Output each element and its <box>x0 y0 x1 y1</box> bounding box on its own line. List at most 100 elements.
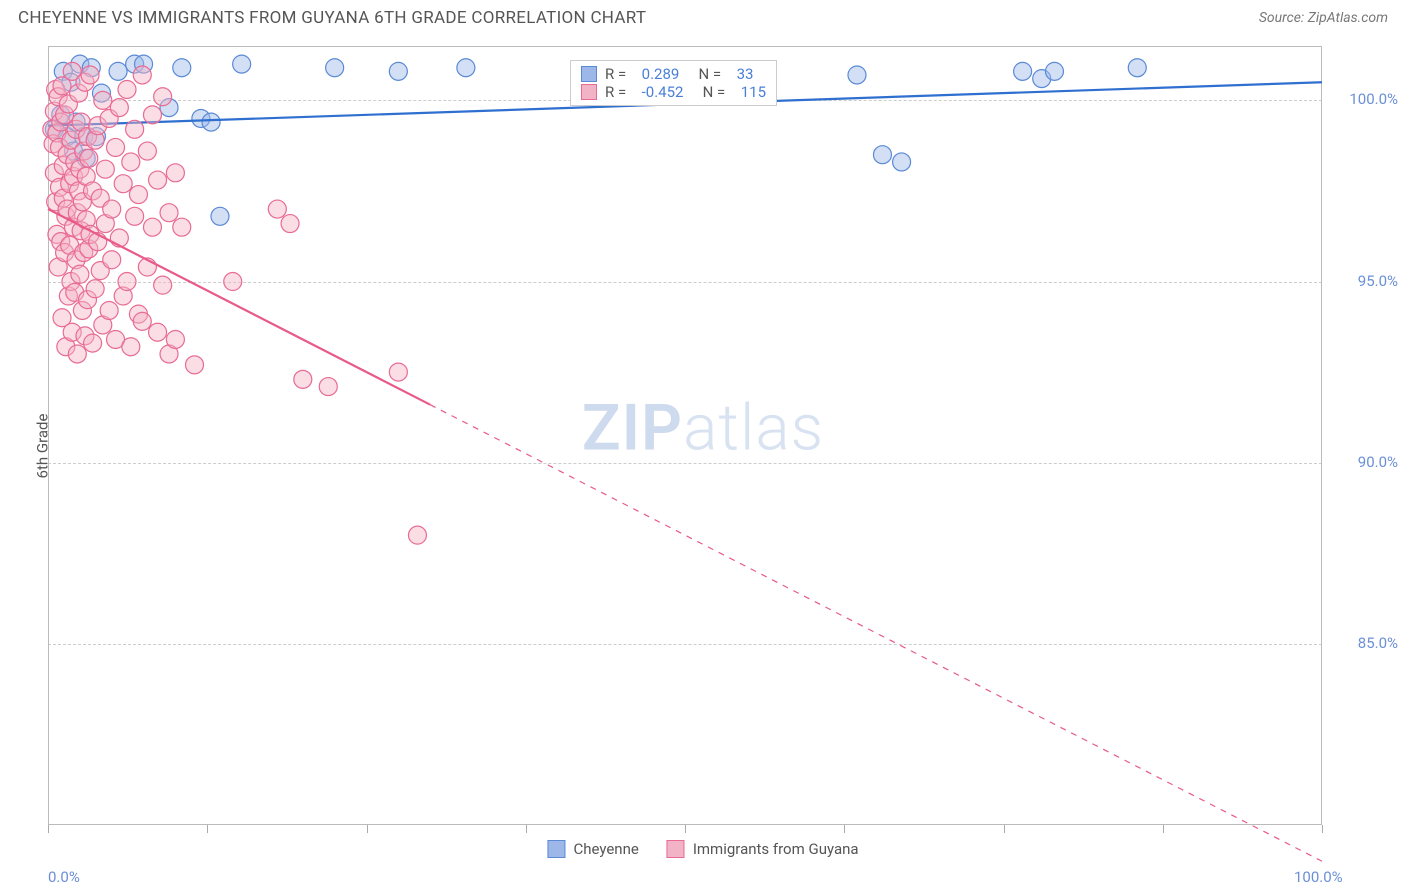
r-label: R = <box>605 83 626 101</box>
data-point <box>294 370 312 388</box>
legend: Cheyenne Immigrants from Guyana <box>547 840 858 858</box>
data-point <box>143 218 161 236</box>
y-axis-label: 6th Grade <box>33 414 51 479</box>
data-point <box>166 164 184 182</box>
data-point <box>457 59 475 77</box>
legend-swatch <box>547 840 565 858</box>
data-point <box>100 301 118 319</box>
x-tick-label: 0.0% <box>48 868 80 886</box>
data-point <box>154 276 172 294</box>
data-point <box>1014 62 1032 80</box>
data-point <box>1128 59 1146 77</box>
x-tick <box>48 825 49 833</box>
data-point <box>138 142 156 160</box>
x-tick <box>844 825 845 833</box>
y-tick-label: 95.0% <box>1358 272 1398 290</box>
n-value: 115 <box>733 83 766 101</box>
y-tick-label: 85.0% <box>1358 634 1398 652</box>
correlation-stats-box: R = 0.289 N = 33R = -0.452 N = 115 <box>570 60 777 106</box>
r-label: R = <box>605 65 626 83</box>
source-name: ZipAtlas.com <box>1308 10 1388 26</box>
data-point <box>166 330 184 348</box>
data-point <box>873 146 891 164</box>
data-point <box>326 59 344 77</box>
data-point <box>126 120 144 138</box>
data-point <box>68 345 86 363</box>
data-point <box>129 186 147 204</box>
n-label: N = <box>687 65 721 83</box>
x-tick <box>1322 825 1323 833</box>
data-point <box>71 265 89 283</box>
x-tick <box>685 825 686 833</box>
x-tick <box>526 825 527 833</box>
data-point <box>149 323 167 341</box>
source-attribution: Source: ZipAtlas.com <box>1259 10 1388 26</box>
data-point <box>389 363 407 381</box>
data-point <box>84 334 102 352</box>
n-label: N = <box>691 83 725 101</box>
legend-label: Cheyenne <box>573 840 638 858</box>
x-tick <box>1004 825 1005 833</box>
data-point <box>110 99 128 117</box>
data-point <box>114 175 132 193</box>
n-value: 33 <box>729 65 753 83</box>
data-point <box>118 80 136 98</box>
data-point <box>211 207 229 225</box>
series-swatch <box>581 84 597 100</box>
data-point <box>224 273 242 291</box>
data-point <box>233 55 251 73</box>
data-point <box>848 66 866 84</box>
legend-label: Immigrants from Guyana <box>693 840 859 858</box>
data-point <box>107 138 125 156</box>
r-value: 0.289 <box>634 65 679 83</box>
y-tick-label: 90.0% <box>1358 453 1398 471</box>
legend-item: Immigrants from Guyana <box>667 840 859 858</box>
data-point <box>160 204 178 222</box>
data-point <box>149 171 167 189</box>
data-point <box>281 215 299 233</box>
series-swatch <box>581 66 597 82</box>
data-point <box>893 153 911 171</box>
data-point <box>186 356 204 374</box>
data-point <box>173 59 191 77</box>
scatter-plot <box>48 46 1322 825</box>
data-point <box>122 153 140 171</box>
data-point <box>109 62 127 80</box>
data-point <box>110 229 128 247</box>
data-point <box>1045 62 1063 80</box>
x-tick <box>1163 825 1164 833</box>
r-value: -0.452 <box>634 83 683 101</box>
data-point <box>122 338 140 356</box>
x-tick <box>207 825 208 833</box>
data-point <box>94 91 112 109</box>
legend-item: Cheyenne <box>547 840 638 858</box>
data-point <box>133 312 151 330</box>
x-tick <box>367 825 368 833</box>
data-point <box>118 273 136 291</box>
data-point <box>126 207 144 225</box>
data-point <box>389 62 407 80</box>
source-prefix: Source: <box>1259 10 1308 26</box>
data-point <box>103 251 121 269</box>
data-point <box>96 160 114 178</box>
data-point <box>81 66 99 84</box>
data-point <box>319 378 337 396</box>
y-tick-label: 100.0% <box>1349 90 1398 108</box>
data-point <box>154 88 172 106</box>
data-point <box>202 113 220 131</box>
legend-swatch <box>667 840 685 858</box>
chart-title: CHEYENNE VS IMMIGRANTS FROM GUYANA 6TH G… <box>18 8 646 28</box>
stats-row: R = -0.452 N = 115 <box>581 83 766 101</box>
chart-header: CHEYENNE VS IMMIGRANTS FROM GUYANA 6TH G… <box>0 0 1406 34</box>
x-tick-label: 100.0% <box>1294 868 1343 886</box>
data-point <box>86 280 104 298</box>
data-point <box>143 106 161 124</box>
data-point <box>80 149 98 167</box>
data-point <box>133 66 151 84</box>
data-point <box>268 200 286 218</box>
stats-row: R = 0.289 N = 33 <box>581 65 766 83</box>
data-point <box>173 218 191 236</box>
regression-line-dashed <box>430 405 1322 862</box>
data-point <box>103 200 121 218</box>
data-point <box>408 526 426 544</box>
